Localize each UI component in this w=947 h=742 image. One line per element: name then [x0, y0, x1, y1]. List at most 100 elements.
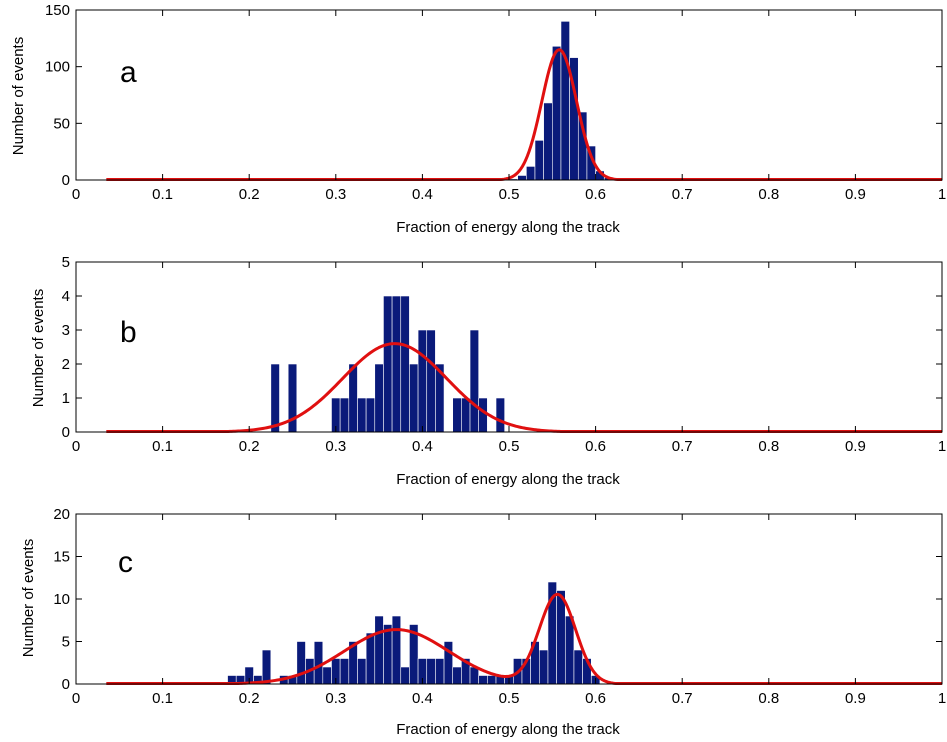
x-axis-label: Fraction of energy along the track: [396, 471, 620, 488]
y-tick-label: 150: [45, 2, 70, 19]
histogram-bar: [469, 666, 479, 685]
histogram-bar: [517, 175, 527, 181]
y-tick-label: 0: [62, 172, 70, 189]
histogram-bar: [374, 363, 384, 433]
x-tick-label: 0.3: [325, 690, 346, 707]
x-tick-label: 1: [938, 438, 946, 455]
y-tick-label: 2: [62, 356, 70, 373]
x-tick-label: 0.4: [412, 186, 433, 203]
histogram-bar: [495, 397, 505, 433]
histogram-bar: [539, 649, 549, 685]
y-tick-label: 5: [62, 634, 70, 651]
x-tick-label: 0: [72, 438, 80, 455]
panel-letter: c: [118, 546, 133, 579]
histogram-bar: [357, 658, 367, 685]
x-tick-label: 0.7: [672, 186, 693, 203]
histogram-bar: [391, 295, 402, 433]
histogram-bar: [339, 397, 350, 433]
histogram-bar: [543, 102, 553, 181]
x-tick-label: 0: [72, 690, 80, 707]
y-tick-label: 10: [53, 591, 70, 608]
histogram-bar: [556, 590, 566, 685]
panel-letter: a: [120, 56, 137, 89]
histogram-bar: [365, 632, 376, 685]
histogram-bar: [391, 615, 402, 685]
histogram-bar: [374, 615, 384, 685]
histogram-bar: [339, 658, 350, 685]
x-tick-label: 0.2: [239, 690, 260, 707]
y-axis-label: Number of events: [10, 37, 27, 155]
histogram-bar: [478, 675, 488, 685]
y-tick-label: 15: [53, 549, 70, 566]
histogram-bar: [478, 397, 488, 433]
x-tick-label: 0.8: [758, 438, 779, 455]
x-tick-label: 0.1: [152, 438, 173, 455]
histogram-bar: [409, 363, 419, 433]
x-axis-label: Fraction of energy along the track: [396, 721, 620, 738]
x-tick-label: 0.1: [152, 690, 173, 707]
histogram-bar: [426, 658, 436, 685]
x-tick-label: 0.5: [499, 186, 520, 203]
x-tick-label: 0.5: [499, 690, 520, 707]
y-axis-label: Number of events: [30, 289, 47, 407]
x-tick-label: 1: [938, 186, 946, 203]
x-tick-label: 0.9: [845, 690, 866, 707]
histogram-bar: [400, 666, 410, 685]
histogram-bar: [365, 397, 376, 433]
x-tick-label: 0.7: [672, 438, 693, 455]
y-tick-label: 50: [53, 115, 70, 132]
y-tick-label: 0: [62, 424, 70, 441]
y-tick-label: 1: [62, 390, 70, 407]
y-tick-label: 3: [62, 322, 70, 339]
y-tick-label: 100: [45, 59, 70, 76]
histogram-bar: [322, 666, 332, 685]
histogram-bar: [560, 21, 570, 181]
panel-b: b Fraction of energy along the track Num…: [30, 254, 946, 488]
histogram-bar: [469, 329, 479, 433]
histogram-bar: [296, 641, 306, 685]
x-axis-label: Fraction of energy along the track: [396, 219, 620, 236]
y-tick-label: 4: [62, 288, 70, 305]
x-tick-label: 0.3: [325, 438, 346, 455]
x-tick-label: 0.9: [845, 186, 866, 203]
histogram-bar: [417, 329, 428, 433]
histogram-bar: [313, 641, 324, 685]
histogram-bar: [461, 397, 471, 433]
x-tick-label: 0.3: [325, 186, 346, 203]
x-tick-label: 0.7: [672, 690, 693, 707]
x-tick-label: 0.2: [239, 438, 260, 455]
x-tick-label: 0.4: [412, 690, 433, 707]
histogram-bar: [426, 329, 436, 433]
histogram-bar: [452, 397, 462, 433]
histogram-bar: [261, 649, 272, 685]
x-tick-label: 0.1: [152, 186, 173, 203]
panel-a: a Fraction of energy along the track Num…: [10, 2, 946, 236]
histogram-bar: [526, 166, 536, 181]
panel-c: c Fraction of energy along the track Num…: [20, 506, 946, 738]
x-tick-label: 0.6: [585, 690, 606, 707]
histogram-bar: [534, 140, 544, 181]
histogram-bar: [573, 649, 583, 685]
x-tick-label: 0.6: [585, 186, 606, 203]
x-tick-label: 0: [72, 186, 80, 203]
y-axis-label: Number of events: [20, 539, 37, 657]
x-tick-label: 0.4: [412, 438, 433, 455]
x-tick-label: 0.8: [758, 690, 779, 707]
x-tick-label: 0.2: [239, 186, 260, 203]
histogram-bar: [487, 675, 497, 685]
x-tick-label: 0.9: [845, 438, 866, 455]
y-tick-label: 0: [62, 676, 70, 693]
histogram-bar: [435, 658, 445, 685]
histogram-bar: [348, 363, 358, 433]
histogram-bar: [383, 295, 393, 433]
histogram-bar: [551, 45, 562, 181]
y-tick-label: 20: [53, 506, 70, 523]
histogram-bar: [357, 397, 367, 433]
histogram-bar: [270, 363, 280, 433]
x-tick-label: 1: [938, 690, 946, 707]
panel-letter: b: [120, 316, 137, 349]
histogram-bar: [400, 295, 410, 433]
x-tick-label: 0.8: [758, 186, 779, 203]
x-tick-label: 0.5: [499, 438, 520, 455]
